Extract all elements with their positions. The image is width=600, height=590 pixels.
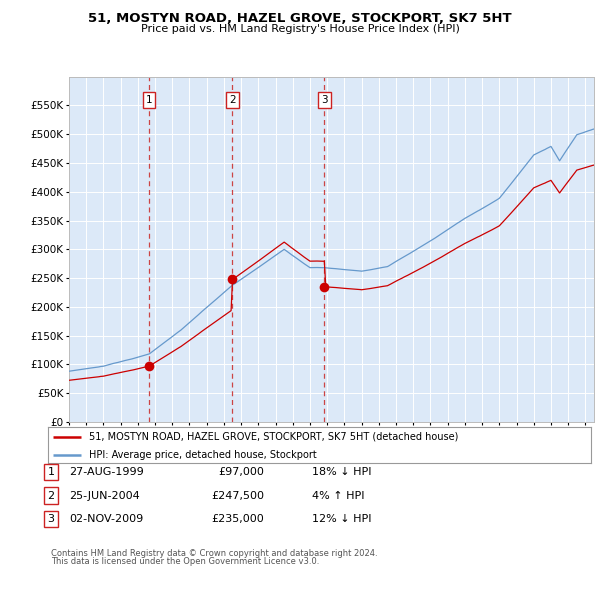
Text: This data is licensed under the Open Government Licence v3.0.: This data is licensed under the Open Gov… — [51, 558, 319, 566]
Text: Contains HM Land Registry data © Crown copyright and database right 2024.: Contains HM Land Registry data © Crown c… — [51, 549, 377, 558]
Text: Price paid vs. HM Land Registry's House Price Index (HPI): Price paid vs. HM Land Registry's House … — [140, 24, 460, 34]
Text: 3: 3 — [47, 514, 55, 524]
Text: £97,000: £97,000 — [218, 467, 264, 477]
Text: 3: 3 — [321, 95, 328, 104]
Text: HPI: Average price, detached house, Stockport: HPI: Average price, detached house, Stoc… — [89, 450, 316, 460]
Text: £247,500: £247,500 — [211, 491, 264, 500]
Text: £235,000: £235,000 — [211, 514, 264, 524]
Text: 2: 2 — [47, 491, 55, 500]
Text: 1: 1 — [146, 95, 152, 104]
Text: 18% ↓ HPI: 18% ↓ HPI — [312, 467, 371, 477]
Text: 1: 1 — [47, 467, 55, 477]
Text: 25-JUN-2004: 25-JUN-2004 — [69, 491, 140, 500]
Text: 4% ↑ HPI: 4% ↑ HPI — [312, 491, 365, 500]
Text: 2: 2 — [229, 95, 235, 104]
Text: 02-NOV-2009: 02-NOV-2009 — [69, 514, 143, 524]
Text: 12% ↓ HPI: 12% ↓ HPI — [312, 514, 371, 524]
Text: 27-AUG-1999: 27-AUG-1999 — [69, 467, 144, 477]
Text: 51, MOSTYN ROAD, HAZEL GROVE, STOCKPORT, SK7 5HT (detached house): 51, MOSTYN ROAD, HAZEL GROVE, STOCKPORT,… — [89, 432, 458, 442]
Text: 51, MOSTYN ROAD, HAZEL GROVE, STOCKPORT, SK7 5HT: 51, MOSTYN ROAD, HAZEL GROVE, STOCKPORT,… — [88, 12, 512, 25]
